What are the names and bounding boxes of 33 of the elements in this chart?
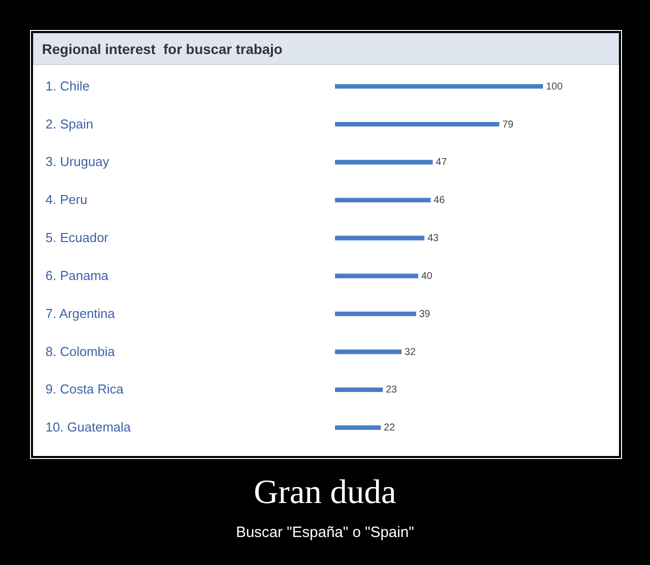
data-label: 22	[384, 422, 396, 434]
bar	[335, 198, 431, 202]
bar	[335, 122, 500, 127]
bar	[335, 425, 381, 430]
y-tick-label: 1. Chile	[46, 78, 90, 94]
data-label: 39	[419, 308, 431, 320]
y-tick-label: 2. Spain	[46, 116, 94, 132]
y-tick-label: 5. Ecuador	[46, 230, 110, 246]
y-tick-label: 4. Peru	[46, 192, 88, 208]
y-tick-label: 9. Costa Rica	[46, 382, 124, 397]
data-label: 47	[436, 157, 448, 168]
bar	[335, 236, 424, 240]
y-tick-label: 6. Panama	[46, 268, 110, 283]
bar	[335, 84, 543, 89]
bar	[335, 160, 433, 164]
bar	[335, 274, 418, 278]
data-label: 32	[404, 346, 416, 358]
y-tick-label: 10. Guatemala	[46, 420, 132, 435]
data-label: 43	[427, 233, 439, 244]
bar	[335, 312, 416, 316]
bar	[335, 350, 402, 354]
text: Gran duda	[252, 474, 398, 512]
y-tick-label: 8. Colombia	[46, 344, 116, 359]
y-tick-label: 3. Uruguay	[46, 154, 110, 170]
data-label: 46	[434, 195, 446, 206]
data-label: 23	[386, 384, 398, 396]
data-label: 40	[421, 270, 433, 282]
bar	[335, 387, 383, 392]
text: Regional interest for buscar trabajo	[33, 33, 619, 65]
y-tick-label: 7. Argentina	[46, 306, 116, 321]
text: Buscar "España" o "Spain"	[234, 524, 416, 541]
data-label: 100	[546, 81, 564, 92]
data-label: 79	[502, 119, 514, 130]
